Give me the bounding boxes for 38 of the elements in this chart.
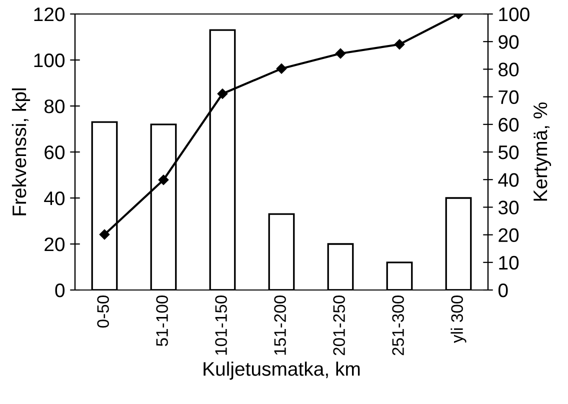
y2-tick-label: 10 <box>499 256 519 270</box>
y-tick-label: 120 <box>34 7 65 22</box>
x-tick-label: 151-200 <box>274 296 286 355</box>
y2-tick-label: 30 <box>498 200 519 214</box>
y-tick-label: 20 <box>44 237 65 252</box>
point <box>335 48 346 59</box>
y-tick-label: 40 <box>44 191 65 206</box>
point <box>158 174 169 185</box>
x-tick-label: 201-250 <box>333 296 345 356</box>
x-tick-label: 0-50 <box>97 296 109 328</box>
y2-axis-title: Kertymä, % <box>534 102 552 201</box>
y-tick-label: 100 <box>34 53 65 68</box>
bar <box>268 213 295 290</box>
point <box>99 229 110 240</box>
y2-tick-label: 70 <box>498 90 519 104</box>
y2-tick-label: 40 <box>498 173 519 187</box>
point <box>394 39 405 50</box>
y2-tick-label: 90 <box>498 35 519 49</box>
point <box>276 64 287 74</box>
y2-tick-label: 100 <box>499 7 530 22</box>
x-tick-label: 51-100 <box>156 296 168 346</box>
y2-tick-label: 80 <box>498 62 519 76</box>
point <box>217 88 228 99</box>
bar <box>327 243 354 290</box>
x-tick-label: 101-150 <box>215 296 227 355</box>
y-tick-label: 80 <box>44 99 65 114</box>
y2-tick-label: 60 <box>498 118 519 132</box>
y-axis-title: Frekvenssi, kpl <box>12 88 30 216</box>
y-tick-label: 60 <box>44 145 65 160</box>
y2-tick-label: 50 <box>498 145 519 160</box>
y2-tick-label: 0 <box>498 283 508 298</box>
x-axis-title: Kuljetusmatka, km <box>204 362 360 380</box>
x-tick-label: yli 300 <box>450 296 466 343</box>
x-tick-label: 251-300 <box>392 296 404 356</box>
y2-tick-label: 20 <box>498 228 519 242</box>
bar <box>445 197 472 290</box>
bar <box>386 262 413 290</box>
y-tick-label: 0 <box>55 283 65 298</box>
